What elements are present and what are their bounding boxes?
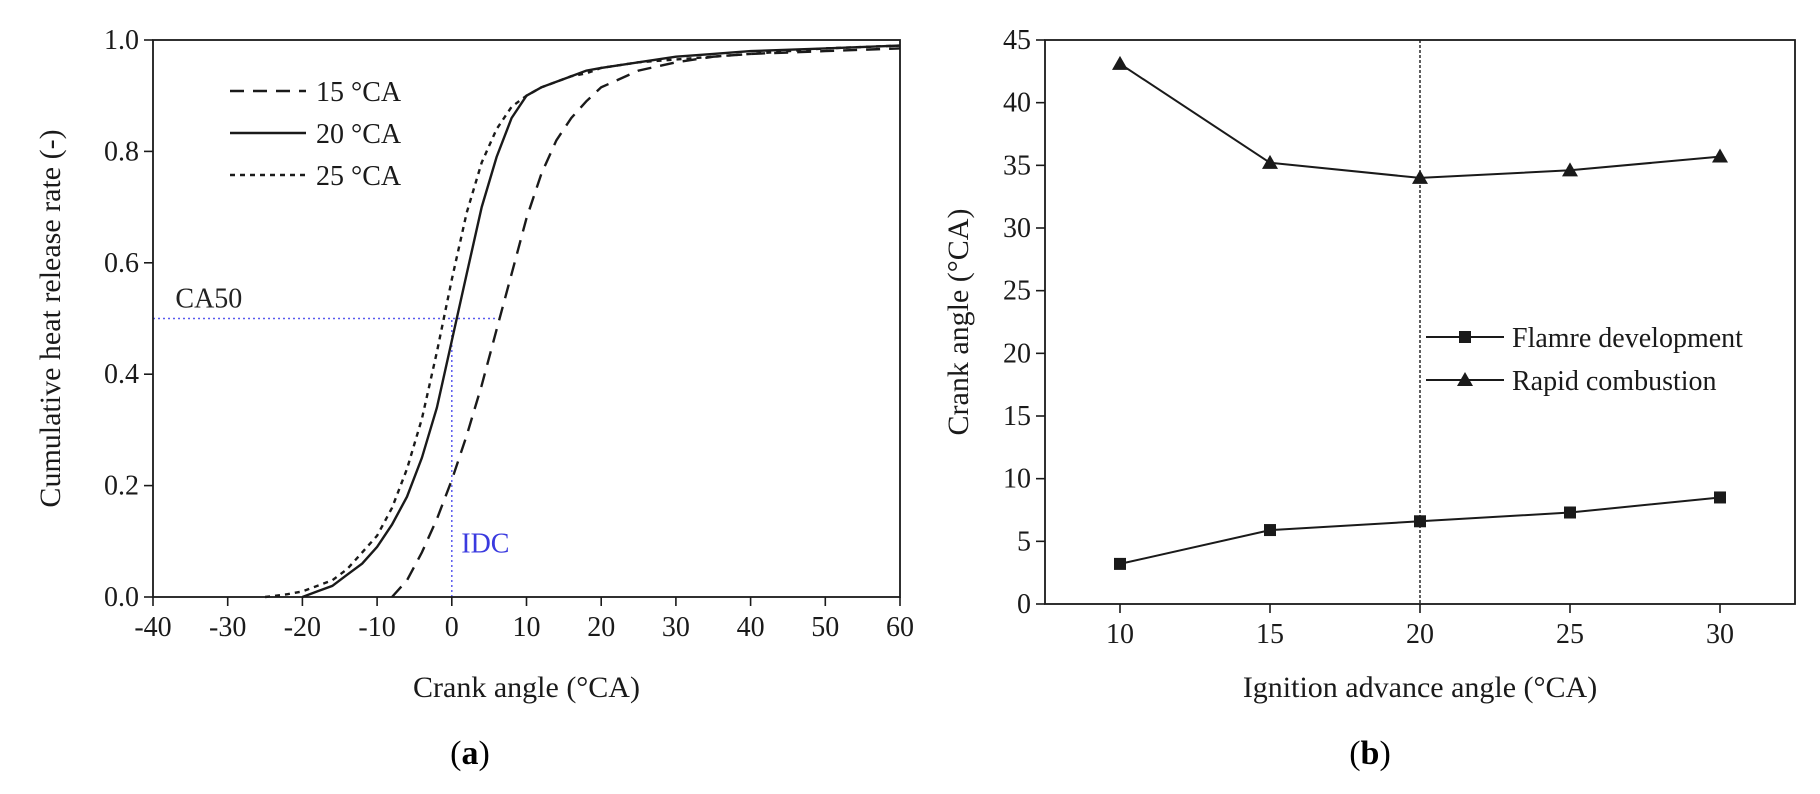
x-tick-label: -10 xyxy=(358,612,395,643)
y-tick-label: 20 xyxy=(1003,338,1031,369)
y-axis-label: Crank angle (°CA) xyxy=(942,209,975,436)
legend-label-3: 25 °CA xyxy=(316,161,402,192)
data-point-triangle xyxy=(1262,154,1278,169)
x-tick-label: 30 xyxy=(662,612,690,643)
y-tick-label: 0.4 xyxy=(104,359,139,390)
y-tick-label: 5 xyxy=(1017,526,1031,557)
x-tick-label: 50 xyxy=(811,612,839,643)
y-tick-label: 0.6 xyxy=(104,248,139,279)
idc-annotation: IDC xyxy=(461,528,509,559)
y-tick-label: 30 xyxy=(1003,213,1031,244)
legend-marker-triangle xyxy=(1457,372,1473,386)
data-point-triangle xyxy=(1112,55,1128,70)
y-axis-label: Cumulative heat release rate (-) xyxy=(34,129,67,507)
x-tick-label: 15 xyxy=(1256,619,1284,650)
chart-a: -40 -30 -20 -10 0 10 20 30 40 50 60 0.0 0.2 0.4 0.6 0.8… xyxy=(34,25,914,704)
series-line-3 xyxy=(264,44,901,599)
legend-label-1: 15 °CA xyxy=(316,77,402,108)
y-tick-label: 0 xyxy=(1017,589,1031,620)
legend-label-2: 20 °CA xyxy=(316,119,402,150)
caption-a: (a) xyxy=(450,735,490,772)
x-tick-label: 10 xyxy=(513,612,541,643)
x-tick-label: 0 xyxy=(445,612,459,643)
data-point-triangle xyxy=(1412,169,1428,184)
data-point-triangle xyxy=(1562,162,1578,177)
series-line-2 xyxy=(301,44,901,599)
x-tick-label: 20 xyxy=(587,612,615,643)
y-tick-label: 25 xyxy=(1003,276,1031,307)
y-tick-label: 45 xyxy=(1003,25,1031,56)
y-tick-label: 10 xyxy=(1003,464,1031,495)
y-tick-label: 1.0 xyxy=(104,25,139,56)
x-tick-label: -40 xyxy=(134,612,171,643)
data-point-square xyxy=(1264,524,1276,537)
x-axis-label: Ignition advance angle (°CA) xyxy=(1243,671,1597,704)
legend-label-2: Rapid combustion xyxy=(1512,366,1717,397)
x-tick-label: -30 xyxy=(209,612,246,643)
y-tick-label: 15 xyxy=(1003,401,1031,432)
series-line-1 xyxy=(391,47,901,598)
legend-label-1: Flamre development xyxy=(1512,323,1743,354)
data-point-triangle xyxy=(1712,148,1728,163)
x-tick-label: 10 xyxy=(1106,619,1134,650)
data-point-square xyxy=(1414,515,1426,528)
x-tick-label: 25 xyxy=(1556,619,1584,650)
x-tick-label: -20 xyxy=(284,612,321,643)
data-point-square xyxy=(1714,491,1726,504)
x-axis-label: Crank angle (°CA) xyxy=(413,671,640,704)
y-tick-label: 0.8 xyxy=(104,136,139,167)
data-point-square xyxy=(1564,506,1576,519)
data-point-square xyxy=(1114,557,1126,570)
y-tick-label: 0.0 xyxy=(104,582,139,613)
caption-b: (b) xyxy=(1349,735,1391,772)
ca50-annotation: CA50 xyxy=(175,283,242,314)
legend-marker-square xyxy=(1459,331,1471,343)
x-tick-label: 20 xyxy=(1406,619,1434,650)
chart-b: 10 15 20 25 30 0 5 10 15 20 25 30 35 40 45 Ignition adv… xyxy=(942,25,1796,704)
plot-frame xyxy=(152,39,901,598)
y-tick-label: 0.2 xyxy=(104,471,139,502)
x-tick-label: 40 xyxy=(737,612,765,643)
y-tick-label: 40 xyxy=(1003,88,1031,119)
x-tick-label: 60 xyxy=(886,612,914,643)
x-tick-label: 30 xyxy=(1706,619,1734,650)
y-tick-label: 35 xyxy=(1003,150,1031,181)
